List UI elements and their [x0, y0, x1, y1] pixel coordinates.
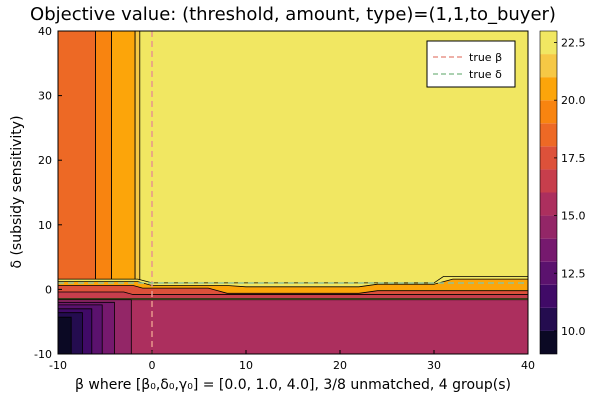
x-axis-ticks: -10 0 10 20 30 40 [49, 350, 535, 372]
contour-transition-dark [58, 291, 528, 299]
colorbar-tick-label: 12.5 [561, 267, 586, 280]
colorbar-band [540, 77, 557, 101]
colorbar-band [540, 330, 557, 354]
y-tick-label: 40 [38, 25, 52, 38]
colorbar-band [540, 238, 557, 262]
x-tick-label: 40 [521, 359, 535, 372]
y-tick-label: 30 [38, 90, 52, 103]
colorbar-band [540, 123, 557, 147]
colorbar-tick-label: 22.5 [561, 37, 586, 50]
contour-left-column [58, 31, 96, 283]
colorbar-band [540, 100, 557, 124]
colorbar-band [540, 31, 557, 55]
contour-column-edge [134, 31, 141, 283]
contour-regions [58, 31, 528, 354]
colorbar-band [540, 146, 557, 170]
y-axis-ticks: -10 0 10 20 30 40 [34, 25, 62, 361]
contour-lower-band [58, 299, 528, 354]
colorbar-tick-label: 15.0 [561, 210, 586, 223]
y-axis-label: δ (subsidy sensitivity) [9, 115, 25, 268]
legend-label-true-delta: true δ [469, 68, 502, 81]
legend-box [426, 40, 516, 88]
y-tick-label: -10 [34, 348, 52, 361]
chart-title: Objective value: (threshold, amount, typ… [30, 4, 556, 25]
legend[interactable]: true β true δ [426, 40, 516, 88]
colorbar-tick-label: 20.0 [561, 94, 586, 107]
colorbar-tick-label: 17.5 [561, 152, 586, 165]
x-tick-label: 20 [333, 359, 347, 372]
colorbar-band [540, 261, 557, 285]
y-tick-label: 0 [45, 283, 52, 296]
contour-corner-core [58, 316, 72, 354]
colorbar-frame [539, 30, 558, 355]
y-tick-label: 20 [38, 154, 52, 167]
legend-label-true-beta: true β [469, 51, 502, 64]
colorbar-band [540, 215, 557, 239]
colorbar-band [540, 54, 557, 78]
x-axis-label: β where [β₀,δ₀,γ₀] = [0.0, 1.0, 4.0], 3/… [75, 377, 511, 393]
plot-frame [57, 30, 529, 355]
colorbar-band [540, 307, 557, 331]
contour-column-step [95, 31, 112, 283]
colorbar-band [540, 192, 557, 216]
x-tick-label: 0 [149, 359, 156, 372]
colorbar-band [540, 284, 557, 308]
y-tick-label: 10 [38, 219, 52, 232]
colorbar [539, 30, 558, 355]
contour-orange-column [111, 31, 136, 283]
x-tick-label: -10 [49, 359, 67, 372]
colorbar-ticks: 10.0 12.5 15.0 17.5 20.0 22.5 [554, 37, 586, 338]
x-tick-label: 30 [427, 359, 441, 372]
colorbar-tick-label: 10.0 [561, 325, 586, 338]
contour-plateau [58, 31, 528, 354]
reference-lines [58, 31, 528, 354]
x-tick-label: 10 [239, 359, 253, 372]
colorbar-band [540, 169, 557, 193]
